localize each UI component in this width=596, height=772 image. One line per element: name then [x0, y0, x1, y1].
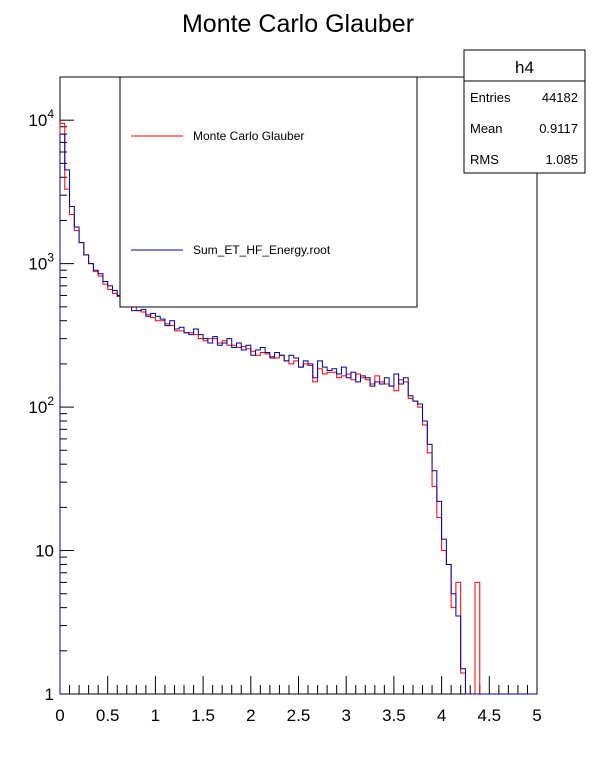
x-tick-label: 1.5 — [191, 706, 215, 725]
y-tick-label: 1 — [45, 685, 54, 704]
y-tick-label: 104 — [28, 107, 54, 130]
x-tick-label: 2.5 — [287, 706, 311, 725]
x-tick-label: 0 — [55, 706, 64, 725]
series-line-1 — [59, 133, 537, 695]
stats-label: Entries — [470, 90, 511, 105]
stats-label: Mean — [470, 121, 503, 136]
stats-box — [463, 49, 586, 174]
stats-label: RMS — [470, 152, 499, 167]
y-tick-label: 10 — [35, 542, 54, 561]
legend-box — [119, 76, 418, 308]
legend-entry: Monte Carlo Glauber — [193, 129, 304, 143]
x-tick-label: 2 — [246, 706, 255, 725]
x-tick-label: 3.5 — [382, 706, 406, 725]
x-tick-label: 1 — [151, 706, 160, 725]
stats-value: 44182 — [542, 90, 578, 105]
stats-value: 1.085 — [545, 152, 578, 167]
stats-title: h4 — [515, 58, 534, 77]
x-tick-label: 4 — [437, 706, 446, 725]
x-tick-label: 3 — [341, 706, 350, 725]
chart-title: Monte Carlo Glauber — [181, 10, 415, 38]
legend-entry: Sum_ET_HF_Energy.root — [193, 243, 331, 257]
x-tick-label: 5 — [532, 706, 541, 725]
y-tick-label: 103 — [28, 251, 54, 274]
x-tick-label: 0.5 — [96, 706, 120, 725]
y-tick-label: 102 — [28, 394, 54, 417]
stats-value: 0.9117 — [539, 121, 578, 136]
x-tick-label: 4.5 — [477, 706, 501, 725]
